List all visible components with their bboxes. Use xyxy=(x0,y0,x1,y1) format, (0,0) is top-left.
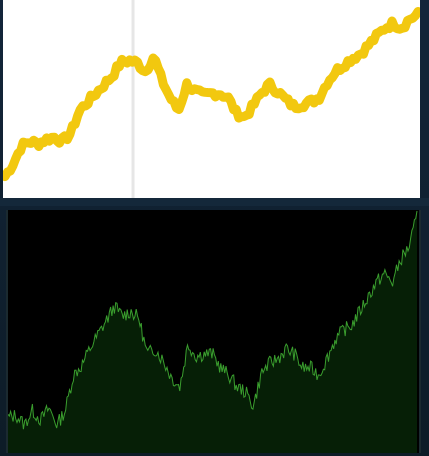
area-chart-panel xyxy=(6,210,421,453)
price-line-chart-panel xyxy=(3,0,420,200)
line-series-group xyxy=(3,7,420,182)
panel-divider xyxy=(0,198,429,206)
price-line-chart xyxy=(3,0,420,200)
area-series-group xyxy=(8,210,418,453)
area-series-line xyxy=(8,210,418,430)
price-line-series xyxy=(3,7,420,182)
price-area-chart xyxy=(8,210,418,453)
area-fill xyxy=(8,211,417,453)
